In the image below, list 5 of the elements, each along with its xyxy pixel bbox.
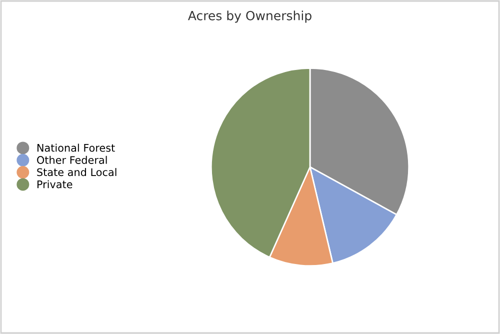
legend-label: Other Federal: [37, 156, 107, 164]
legend-label: National Forest: [37, 144, 115, 152]
chart-title: Acres by Ownership: [188, 10, 312, 23]
legend-label: State and Local: [37, 168, 116, 176]
legend-label: Private: [37, 180, 72, 188]
